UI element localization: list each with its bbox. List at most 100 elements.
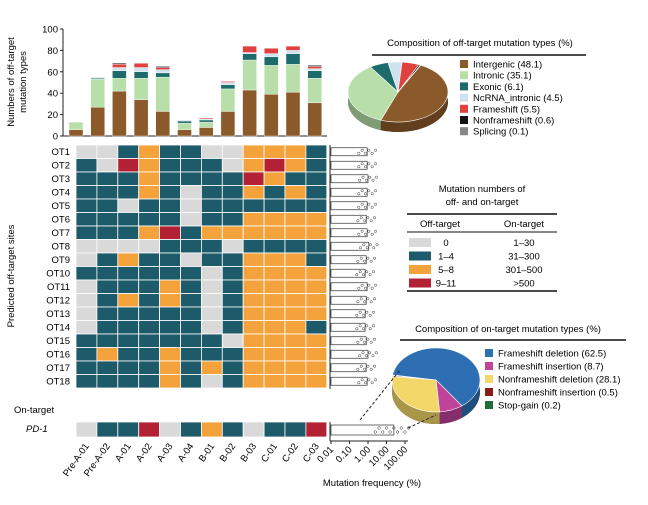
freq-point-on-target — [392, 426, 396, 430]
freq-point — [364, 354, 368, 358]
bar-segment — [285, 50, 301, 54]
freq-point — [359, 216, 363, 220]
heatmap-cell — [138, 333, 160, 348]
heatmap-cell — [263, 225, 286, 240]
heatmap-cell — [96, 198, 119, 213]
heatmap-cell — [96, 374, 119, 389]
heatmap-cell — [305, 198, 328, 213]
heatmap-cell — [138, 225, 160, 240]
heatmap-cell — [138, 212, 160, 227]
freq-point — [360, 202, 364, 206]
freq-point — [368, 175, 372, 179]
freq-point — [362, 273, 365, 277]
heatmap-cell — [305, 279, 328, 294]
pie1-legend-swatch — [460, 93, 468, 102]
freq-point-on-target — [403, 430, 407, 434]
heatmap-cell — [242, 185, 265, 200]
pie-slice — [391, 376, 440, 413]
heatmap-cell — [263, 158, 286, 173]
freq-bar — [330, 255, 367, 265]
on-target-cell — [75, 421, 98, 438]
heatmap-row-label: OT4 — [52, 188, 70, 199]
freq-point — [372, 246, 376, 250]
heatmap-cell — [284, 293, 307, 308]
bar-y-tick-label: 60 — [47, 67, 58, 78]
heatmap-row-label: OT13 — [46, 309, 70, 320]
freq-point — [358, 354, 362, 358]
freq-point — [365, 246, 369, 250]
heatmap-cell — [221, 144, 244, 159]
heatmap-column-label: C-02 — [280, 441, 301, 464]
freq-point — [361, 175, 365, 179]
heatmap-cell — [96, 252, 119, 267]
freq-point — [365, 324, 369, 328]
table-on-value: >500 — [513, 279, 534, 290]
pie2-legend-label: Stop-gain (0.2) — [498, 401, 561, 412]
freq-x-tick-label: 0.10 — [334, 444, 355, 465]
heatmap-cell — [305, 212, 328, 227]
bar-segment — [307, 66, 322, 69]
heatmap-cell — [96, 293, 119, 308]
freq-point — [355, 313, 359, 317]
bar-segment — [220, 111, 236, 137]
heatmap-cell — [138, 279, 160, 294]
bar-segment — [133, 67, 149, 72]
heatmap-cell — [305, 320, 328, 335]
bar-segment — [155, 72, 171, 78]
pie2-legend-label: Frameshift deletion (62.5) — [498, 349, 606, 360]
freq-point — [362, 243, 366, 247]
freq-point — [366, 216, 370, 220]
heatmap-cell — [305, 306, 328, 321]
heatmap-y-label: Predicted off-target sites — [6, 224, 17, 327]
heatmap-cell — [96, 306, 119, 321]
heatmap-cell — [75, 306, 98, 321]
heatmap-cell — [221, 212, 244, 227]
bar-segment — [112, 67, 127, 71]
freq-point — [367, 162, 371, 166]
freq-point — [371, 354, 375, 358]
heatmap-cell — [200, 212, 223, 227]
freq-point — [375, 243, 379, 247]
heatmap-cell — [138, 306, 160, 321]
freq-point — [364, 381, 367, 385]
freq-point — [358, 324, 362, 328]
heatmap-cell — [242, 347, 265, 362]
heatmap-cell — [75, 293, 98, 308]
heatmap-cell — [284, 198, 307, 213]
heatmap-cell — [138, 158, 160, 173]
on-target-pie-legend: Frameshift deletion (62.5) Frameshift ins… — [485, 349, 621, 412]
bar-segment — [242, 89, 257, 137]
freq-point — [360, 378, 364, 382]
bar-segment — [264, 94, 279, 137]
heatmap-cell — [75, 252, 98, 267]
heatmap-row-label: OT9 — [52, 255, 70, 266]
heatmap-cell — [180, 252, 202, 267]
heatmap-cell — [200, 158, 223, 173]
bar-segment — [220, 88, 236, 112]
on-target-cell — [221, 421, 244, 438]
pie1-legend-label: Exonic (6.1) — [473, 82, 524, 93]
freq-bar — [330, 160, 368, 170]
heatmap-row-label: OT2 — [52, 161, 70, 172]
heatmap-cell — [180, 212, 202, 227]
heatmap-cell — [284, 347, 307, 362]
heatmap-row-label: OT12 — [46, 296, 70, 307]
freq-point — [367, 229, 371, 233]
heatmap-cell — [242, 252, 265, 267]
freq-point — [357, 286, 361, 290]
heatmap-cell — [305, 239, 328, 254]
heatmap-cell — [159, 320, 181, 335]
heatmap-cell — [75, 144, 98, 159]
on-target-pie-slices — [391, 347, 481, 424]
heatmap-cell — [284, 239, 307, 254]
heatmap-cell — [96, 347, 119, 362]
heatmap-cell — [117, 306, 140, 321]
bar-segment — [307, 70, 322, 79]
mutation-numbers-table: Mutation numbers of off- and on-target O… — [407, 184, 557, 292]
on-target-cell — [305, 421, 328, 438]
heatmap-cell — [242, 374, 265, 389]
freq-point — [369, 259, 373, 263]
off-target-heatmap: OT1 OT2 OT3 OT4 OT5 OT6 OT7 OT8 OT9 OT10 OT11 OT12 O… — [6, 144, 328, 479]
heatmap-cell — [75, 320, 98, 335]
heatmap-cell — [117, 252, 140, 267]
